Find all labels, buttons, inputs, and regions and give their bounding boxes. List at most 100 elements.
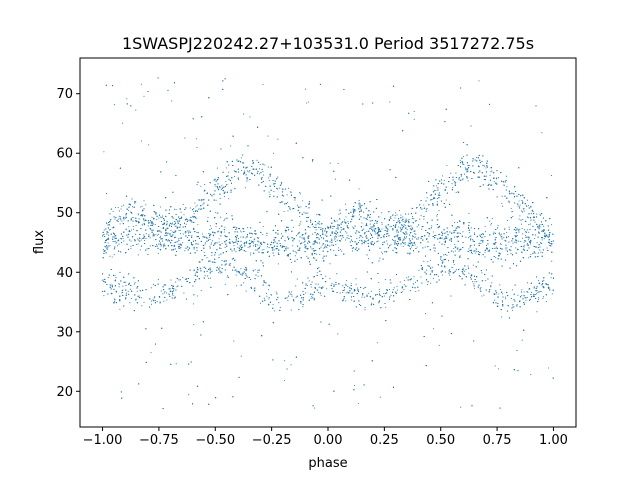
data-point: [118, 215, 120, 217]
data-point: [499, 289, 501, 291]
data-point: [381, 212, 383, 214]
data-point: [170, 279, 172, 281]
data-point: [267, 177, 269, 179]
data-point: [183, 214, 185, 216]
data-point: [377, 228, 379, 230]
data-point: [139, 249, 141, 251]
data-point: [203, 251, 205, 253]
data-point: [182, 203, 184, 205]
data-point: [336, 220, 338, 222]
data-point: [406, 219, 408, 221]
data-point: [287, 239, 290, 241]
data-point: [223, 220, 225, 222]
data-point: [407, 276, 409, 278]
data-point: [240, 236, 242, 238]
data-point: [352, 208, 354, 210]
data-point: [123, 240, 125, 242]
data-point: [350, 282, 352, 284]
data-point: [114, 298, 116, 300]
data-point: [166, 292, 168, 294]
data-point: [537, 280, 540, 282]
data-point: [154, 299, 156, 302]
data-point: [233, 248, 235, 250]
data-point: [470, 237, 472, 239]
data-point: [277, 263, 279, 265]
data-point: [475, 250, 477, 252]
data-point: [372, 297, 374, 299]
data-point: [373, 229, 376, 231]
data-point: [225, 212, 228, 215]
data-point: [425, 209, 427, 211]
data-point: [346, 280, 348, 282]
data-point: [180, 246, 182, 249]
data-point: [142, 238, 144, 240]
data-point: [317, 223, 320, 225]
data-point: [381, 222, 383, 224]
data-point: [258, 173, 261, 175]
data-point: [393, 287, 395, 289]
data-point: [403, 236, 406, 238]
data-point: [259, 245, 261, 247]
data-point: [237, 246, 239, 248]
data-point: [223, 231, 225, 233]
data-point: [199, 199, 201, 201]
data-point: [433, 328, 435, 330]
data-point: [173, 297, 175, 299]
data-point: [157, 278, 159, 280]
data-point: [495, 236, 497, 239]
data-point: [240, 268, 242, 270]
data-point: [542, 229, 544, 231]
data-point: [292, 226, 294, 228]
data-point: [494, 237, 496, 239]
data-point: [390, 294, 392, 296]
data-point: [425, 210, 427, 212]
data-point: [145, 238, 147, 240]
data-point: [546, 247, 548, 249]
data-point: [262, 174, 265, 176]
data-point: [366, 230, 368, 233]
data-point: [305, 284, 307, 286]
data-point: [413, 110, 415, 113]
data-point: [336, 273, 338, 275]
data-point: [150, 303, 153, 305]
data-point: [320, 246, 322, 248]
data-point: [392, 289, 394, 291]
data-point: [381, 253, 384, 255]
data-point: [367, 258, 369, 260]
data-point: [507, 236, 510, 238]
data-point: [490, 171, 492, 173]
data-point: [194, 202, 196, 204]
data-point: [179, 237, 181, 239]
data-point: [349, 292, 351, 294]
data-point: [162, 215, 164, 217]
data-point: [473, 232, 476, 234]
data-point: [471, 253, 473, 255]
data-point: [103, 295, 105, 297]
data-point: [297, 233, 299, 235]
data-point: [193, 303, 195, 305]
data-point: [177, 279, 179, 281]
data-point: [162, 246, 164, 248]
data-point: [359, 203, 361, 205]
data-point: [464, 270, 466, 272]
data-point: [317, 233, 319, 236]
data-point: [247, 227, 249, 229]
data-point: [196, 184, 198, 186]
data-point: [156, 218, 158, 220]
data-point: [400, 214, 402, 216]
data-point: [386, 243, 389, 245]
data-point: [345, 216, 347, 218]
data-point: [237, 228, 239, 230]
data-point: [279, 187, 281, 189]
data-point: [454, 222, 456, 224]
data-point: [215, 225, 217, 228]
data-point: [531, 291, 533, 293]
data-point: [408, 213, 410, 215]
data-point: [316, 214, 318, 216]
data-point: [160, 216, 162, 218]
data-point: [130, 248, 132, 250]
data-point: [218, 238, 220, 240]
data-point: [215, 199, 217, 201]
data-point: [107, 277, 109, 279]
data-point: [421, 228, 423, 230]
